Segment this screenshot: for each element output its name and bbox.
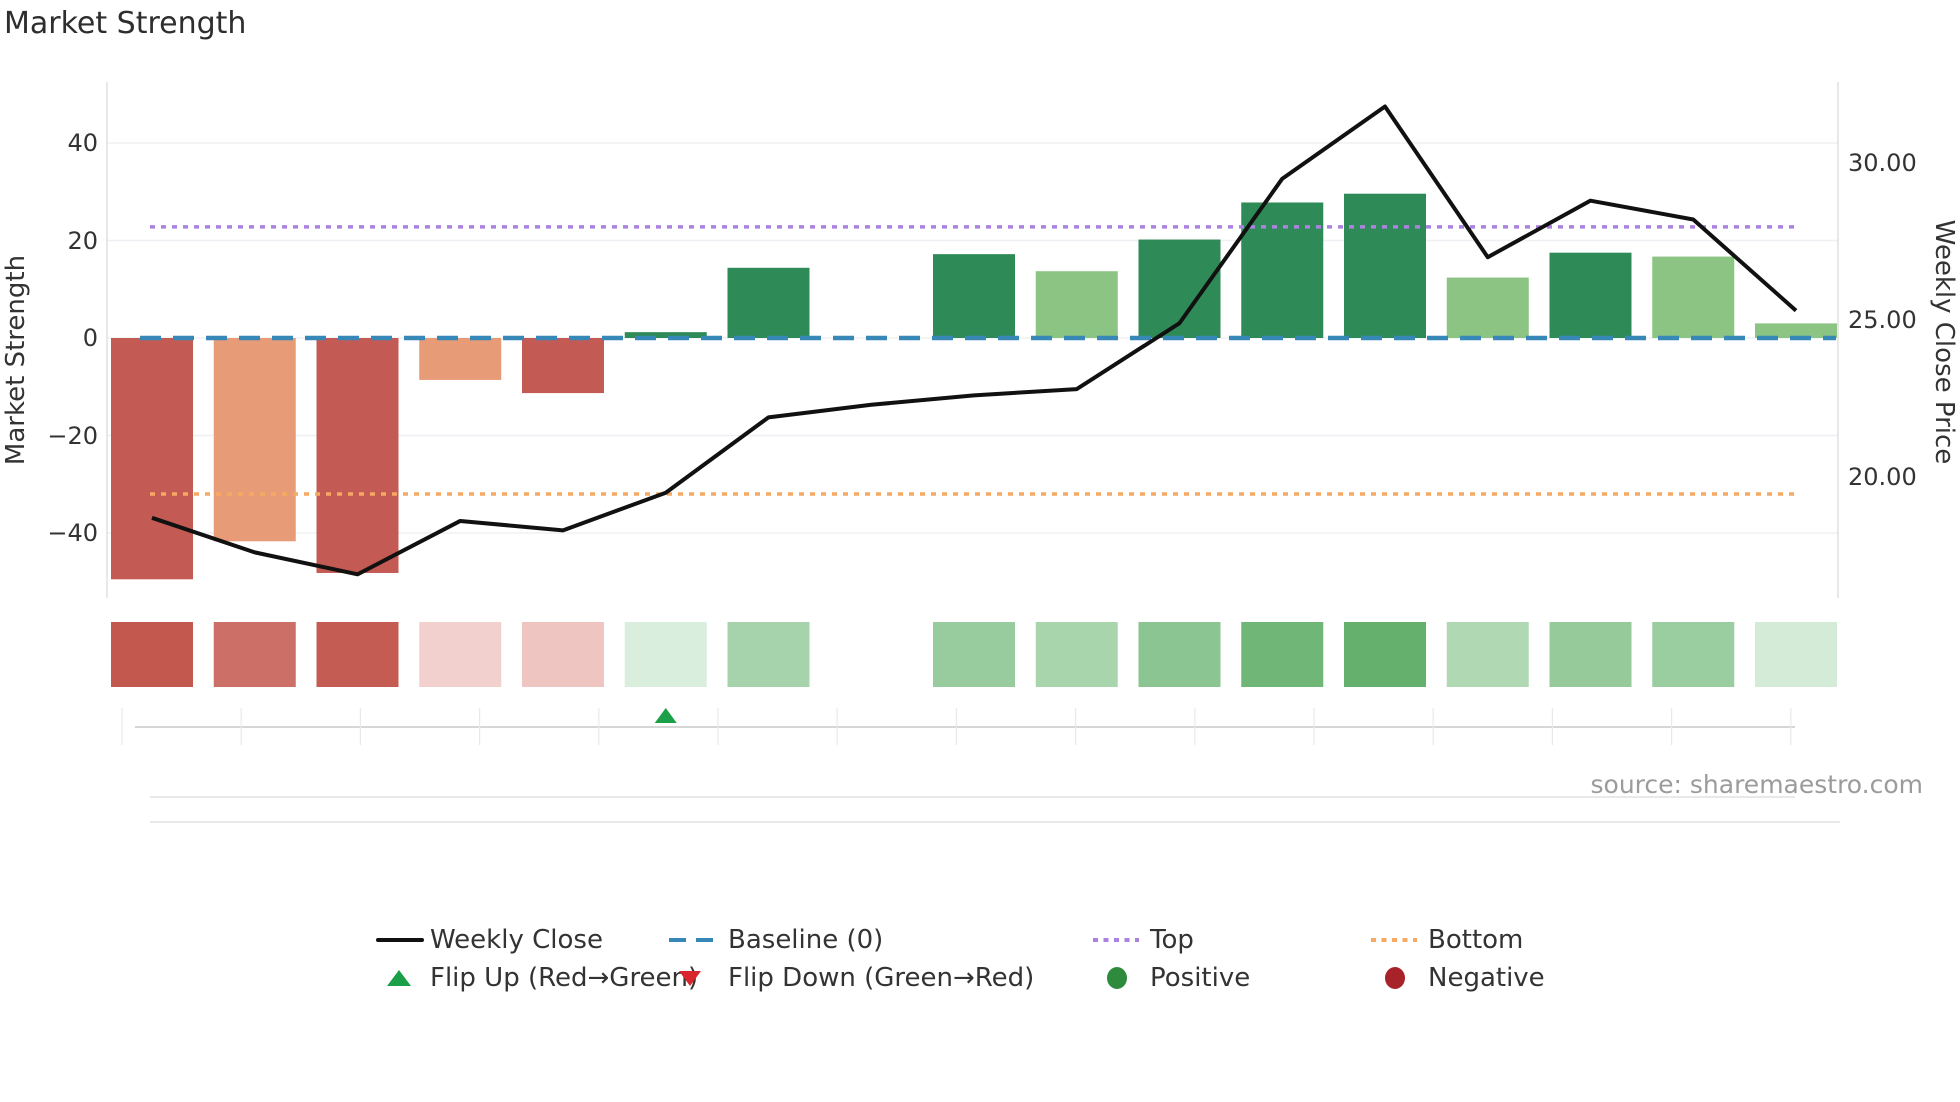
legend-label-negative: Negative bbox=[1428, 963, 1545, 993]
top-dotted-swatch bbox=[1093, 938, 1139, 942]
legend-item-flip-down: Flip Down (Green→Red) bbox=[669, 962, 1034, 994]
right-tick-20: 20.00 bbox=[1848, 463, 1917, 491]
source-credit: source: sharemaestro.com bbox=[1590, 770, 1924, 799]
weekly-close-line-swatch bbox=[376, 938, 424, 942]
negative-dot-icon bbox=[1385, 967, 1405, 989]
legend-label-baseline: Baseline (0) bbox=[728, 925, 884, 955]
heatmap-cell bbox=[1035, 622, 1118, 687]
left-tick-0: 0 bbox=[82, 324, 98, 352]
legend-item-negative: Negative bbox=[1371, 962, 1545, 994]
left-tick-40: 40 bbox=[67, 129, 98, 157]
right-tick-25: 25.00 bbox=[1848, 306, 1917, 334]
positive-dot-icon bbox=[1107, 967, 1127, 989]
market-strength-bar bbox=[111, 338, 193, 580]
left-tick-20: 20 bbox=[67, 227, 98, 255]
legend-label-positive: Positive bbox=[1150, 963, 1251, 993]
heatmap-cell bbox=[316, 622, 399, 687]
legend-item-flip-up: Flip Up (Red→Green) bbox=[376, 962, 698, 994]
heatmap-cell bbox=[1549, 622, 1632, 687]
flip-up-triangle-icon bbox=[387, 970, 411, 986]
heatmap-cell bbox=[1344, 622, 1426, 687]
flip-up-marker bbox=[654, 708, 677, 723]
heatmap-cell bbox=[727, 622, 810, 687]
market-strength-bar bbox=[213, 338, 296, 542]
legend-label-weekly-close: Weekly Close bbox=[430, 925, 603, 955]
right-tick-30: 30.00 bbox=[1848, 149, 1917, 177]
market-strength-bar bbox=[419, 338, 502, 380]
market-strength-bar bbox=[1344, 193, 1426, 338]
left-tick-neg20: −20 bbox=[47, 422, 98, 450]
legend-item-top: Top bbox=[1093, 924, 1194, 956]
bottom-dotted-swatch bbox=[1371, 938, 1417, 942]
market-strength-bar bbox=[316, 338, 399, 573]
market-strength-bar bbox=[1549, 252, 1632, 338]
legend-item-bottom: Bottom bbox=[1371, 924, 1523, 956]
heatmap-cell bbox=[1652, 622, 1735, 687]
page-title: Market Strength bbox=[4, 6, 247, 41]
market-strength-bar bbox=[522, 338, 604, 394]
heatmap-cell bbox=[1446, 622, 1529, 687]
left-tick-neg40: −40 bbox=[47, 519, 98, 547]
legend-label-flip-down: Flip Down (Green→Red) bbox=[728, 963, 1035, 993]
market-strength-bar bbox=[1446, 277, 1529, 338]
heatmap-cell bbox=[624, 622, 707, 687]
market-strength-bar bbox=[1035, 271, 1118, 338]
heatmap-cell bbox=[1755, 622, 1837, 687]
heatmap-cell bbox=[213, 622, 296, 687]
legend-item-weekly-close: Weekly Close bbox=[376, 924, 603, 956]
flip-down-triangle-icon bbox=[679, 970, 701, 986]
heatmap-cell bbox=[933, 622, 1015, 687]
legend-item-baseline: Baseline (0) bbox=[669, 924, 883, 956]
heatmap-cell bbox=[1138, 622, 1221, 687]
heatmap-cell bbox=[419, 622, 502, 687]
market-strength-bar bbox=[933, 254, 1015, 338]
market-strength-bar bbox=[727, 267, 810, 338]
market-strength-bar bbox=[1652, 256, 1735, 338]
market-strength-bar bbox=[1755, 323, 1837, 338]
market-strength-bar bbox=[624, 332, 707, 338]
legend-label-flip-up: Flip Up (Red→Green) bbox=[430, 963, 699, 993]
heatmap-cell bbox=[1241, 622, 1324, 687]
weekly-close-line bbox=[151, 104, 1798, 577]
legend-label-bottom: Bottom bbox=[1428, 925, 1524, 955]
heatmap-cell bbox=[111, 622, 193, 687]
market-strength-bar bbox=[1241, 202, 1324, 338]
legend-label-top: Top bbox=[1150, 925, 1194, 955]
right-axis-label: Weekly Close Price bbox=[1929, 219, 1959, 465]
baseline-dash-swatch bbox=[669, 938, 713, 942]
heatmap-cell bbox=[522, 622, 604, 687]
legend-item-positive: Positive bbox=[1093, 962, 1250, 994]
